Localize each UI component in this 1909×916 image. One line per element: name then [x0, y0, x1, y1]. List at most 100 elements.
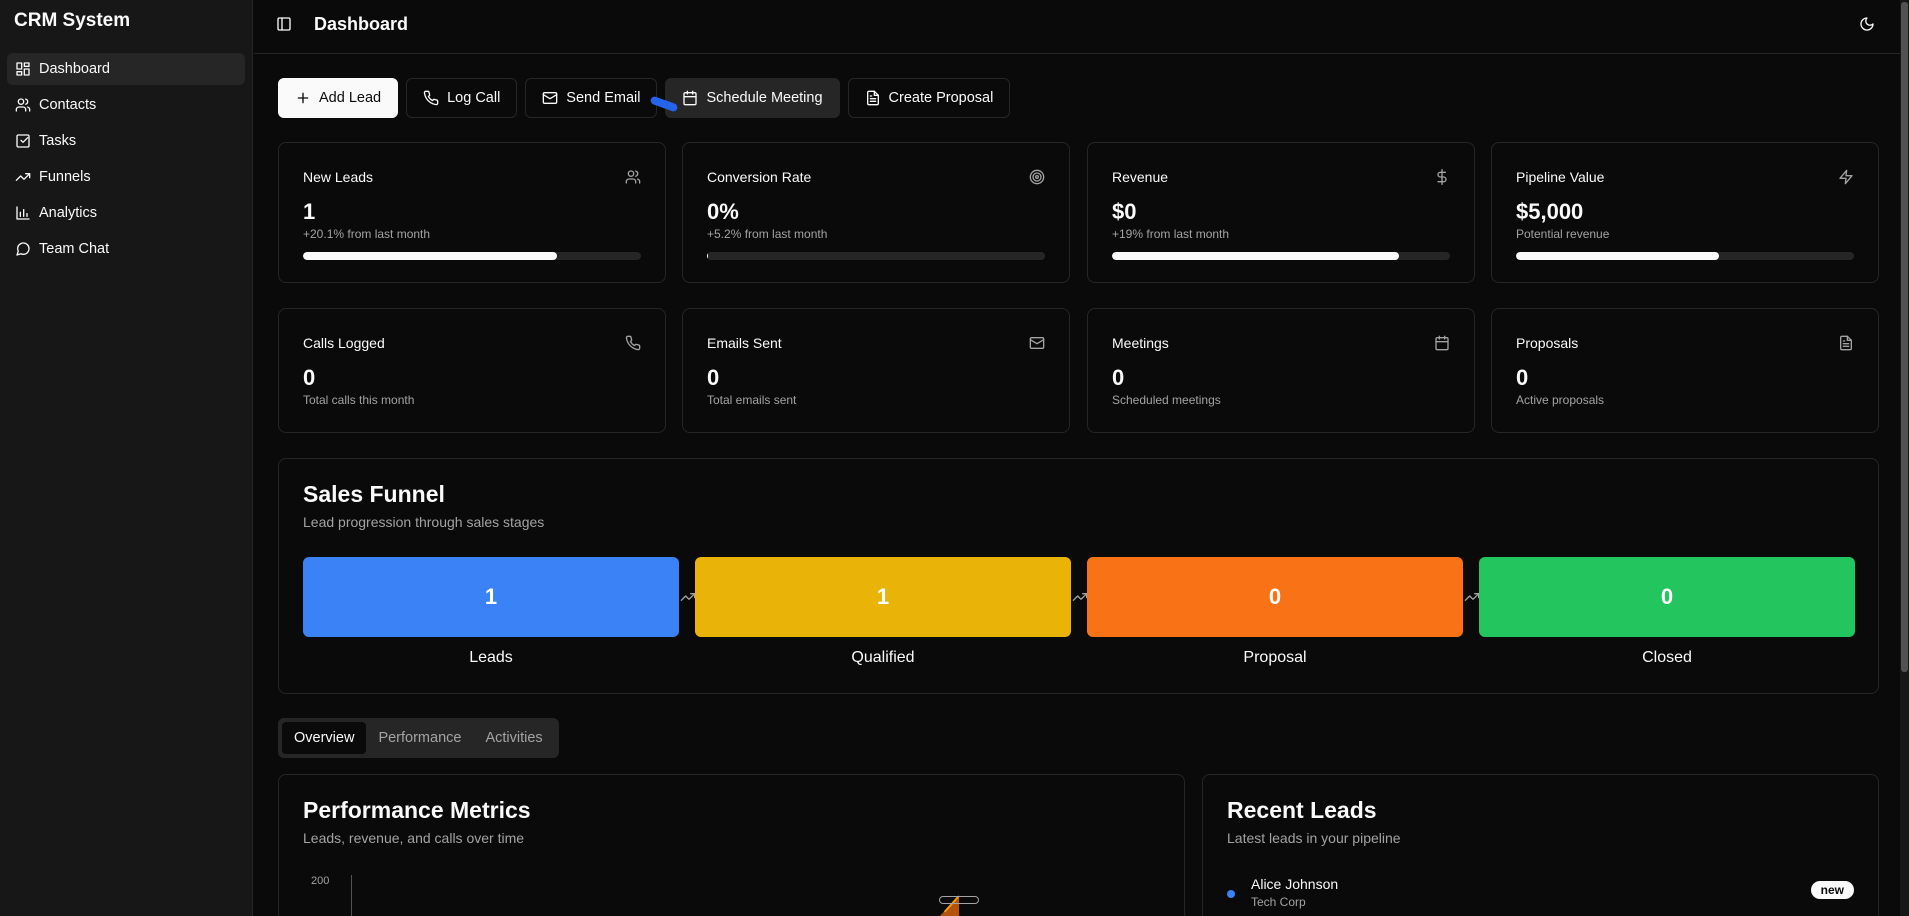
funnel-stage-leads[interactable]: 1 — [303, 557, 679, 637]
stat-subtext: Total calls this month — [303, 393, 415, 407]
quick-actions: Add Lead Log Call Send Email Schedule Me… — [278, 78, 1011, 118]
y-axis-tick: 200 — [311, 875, 330, 887]
sidebar-item-analytics[interactable]: Analytics — [7, 197, 245, 229]
progress-bar — [303, 252, 641, 260]
stat-value: 0 — [1516, 365, 1529, 390]
progress-bar — [1112, 252, 1450, 260]
section-title: Recent Leads — [1227, 797, 1377, 823]
section-title: Performance Metrics — [303, 797, 531, 823]
mail-icon — [1029, 335, 1045, 351]
brand-title: CRM System — [14, 10, 131, 31]
tab-activities[interactable]: Activities — [485, 730, 543, 746]
send-email-button[interactable]: Send Email — [525, 78, 658, 118]
stage-label: Proposal — [1243, 649, 1307, 666]
sidebar-item-tasks[interactable]: Tasks — [7, 125, 245, 157]
progress-bar — [1516, 252, 1854, 260]
dashboard-tabs: Overview Performance Activities — [278, 718, 559, 758]
stage-label: Leads — [469, 649, 513, 666]
scrollbar-thumb[interactable] — [1901, 2, 1908, 672]
progress-fill — [303, 252, 557, 260]
dollar-icon — [1434, 169, 1450, 185]
stage-value: 1 — [484, 584, 498, 609]
page-scrollbar[interactable] — [1900, 0, 1909, 916]
stage-label: Closed — [1642, 649, 1692, 666]
sidebar: CRM System Dashboard Contacts Tasks Funn… — [0, 0, 253, 916]
sidebar-item-label: Dashboard — [39, 61, 110, 77]
schedule-meeting-button[interactable]: Schedule Meeting — [665, 78, 840, 118]
stat-title: Proposals — [1516, 335, 1579, 351]
stat-title: Meetings — [1112, 335, 1169, 351]
create-proposal-label: Create Proposal — [888, 90, 994, 106]
calendar-icon — [1434, 335, 1450, 351]
stat-title: Revenue — [1112, 169, 1169, 185]
message-circle-icon — [16, 242, 30, 256]
stat-card-revenue: Revenue $0 +19% from last month — [1087, 142, 1475, 283]
status-dot — [1227, 890, 1235, 898]
sidebar-item-label: Funnels — [39, 169, 91, 185]
trending-up-icon — [15, 173, 31, 181]
stat-subtext: +19% from last month — [1112, 227, 1230, 241]
log-call-label: Log Call — [447, 90, 501, 106]
file-text-icon — [866, 90, 879, 106]
performance-metrics-card: Performance Metrics Leads, revenue, and … — [278, 774, 1185, 916]
zap-icon — [1838, 169, 1854, 185]
sidebar-toggle-button[interactable] — [276, 16, 296, 36]
stat-value: $0 — [1112, 199, 1137, 224]
progress-fill — [1112, 252, 1400, 260]
page-title: Dashboard — [314, 14, 409, 34]
funnel-stage-qualified[interactable]: 1 — [695, 557, 1071, 637]
topbar: Dashboard — [254, 0, 1909, 54]
add-lead-button[interactable]: Add Lead — [278, 78, 399, 118]
stat-subtext: +20.1% from last month — [303, 227, 431, 241]
trending-up-icon — [1464, 589, 1480, 605]
phone-icon — [625, 335, 641, 351]
log-call-button[interactable]: Log Call — [406, 78, 518, 118]
bar-chart-icon — [16, 206, 30, 220]
stat-subtext: Active proposals — [1516, 393, 1605, 407]
plus-icon — [297, 92, 309, 104]
send-email-label: Send Email — [566, 90, 641, 106]
progress-fill — [707, 252, 708, 260]
chart-legend-toggle[interactable] — [939, 896, 979, 904]
stage-value: 0 — [1268, 584, 1282, 609]
progress-bar — [707, 252, 1045, 260]
funnel-stage-closed[interactable]: 0 — [1479, 557, 1855, 637]
phone-icon — [423, 90, 439, 106]
stat-subtext: +5.2% from last month — [707, 227, 828, 241]
sidebar-item-dashboard[interactable]: Dashboard — [7, 53, 245, 85]
sidebar-item-team-chat[interactable]: Team Chat — [7, 233, 245, 265]
stage-value: 1 — [876, 584, 890, 609]
stat-card-proposals: Proposals 0 Active proposals — [1491, 308, 1879, 433]
mail-icon — [542, 92, 558, 104]
sidebar-item-funnels[interactable]: Funnels — [7, 161, 245, 193]
stat-title: Pipeline Value — [1516, 169, 1605, 185]
section-subtitle: Leads, revenue, and calls over time — [303, 830, 525, 846]
trending-up-icon — [1072, 589, 1088, 605]
sidebar-item-label: Team Chat — [39, 241, 110, 257]
progress-fill — [1516, 252, 1719, 260]
sidebar-item-contacts[interactable]: Contacts — [7, 89, 245, 121]
funnel-stage-proposal[interactable]: 0 — [1087, 557, 1463, 637]
stat-card-meetings: Meetings 0 Scheduled meetings — [1087, 308, 1475, 433]
target-icon — [1029, 169, 1045, 185]
panel-left-icon — [277, 17, 291, 31]
users-icon — [15, 98, 31, 112]
check-square-icon — [16, 134, 30, 148]
create-proposal-button[interactable]: Create Proposal — [847, 78, 1011, 118]
sidebar-item-label: Contacts — [39, 97, 97, 113]
tab-overview[interactable]: Overview — [282, 722, 367, 754]
status-badge: new — [1810, 881, 1854, 899]
stat-value: 0 — [707, 365, 720, 390]
stat-card-emails-sent: Emails Sent 0 Total emails sent — [682, 308, 1070, 433]
lead-company: Tech Corp — [1251, 895, 1306, 909]
tab-performance[interactable]: Performance — [378, 730, 462, 746]
stat-title: Emails Sent — [707, 335, 782, 351]
stat-title: Conversion Rate — [707, 169, 812, 185]
y-axis-line — [351, 875, 352, 916]
theme-toggle-button[interactable] — [1859, 16, 1879, 36]
stat-value: 0% — [707, 199, 739, 224]
stat-title: New Leads — [303, 169, 374, 185]
sidebar-nav: Dashboard Contacts Tasks Funnels Analyti… — [7, 53, 245, 269]
stat-card-pipeline-value: Pipeline Value $5,000 Potential revenue — [1491, 142, 1879, 283]
stage-label: Qualified — [851, 649, 915, 666]
